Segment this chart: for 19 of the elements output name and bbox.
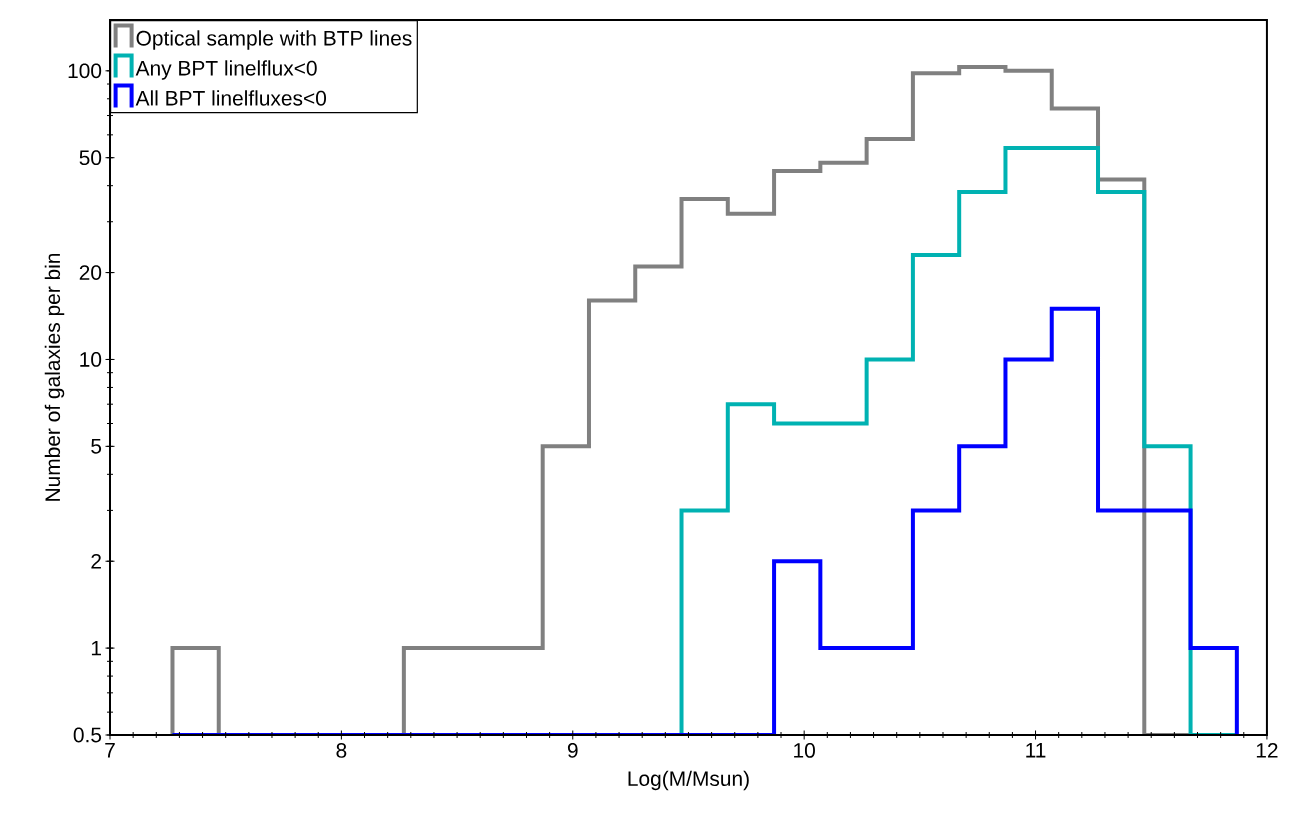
- y-tick-label: 50: [79, 150, 102, 166]
- x-tick-label: 11: [1026, 743, 1046, 758]
- x-tick-label: 9: [567, 743, 578, 758]
- y-tick-label: 100: [68, 63, 102, 79]
- y-tick-label: 5: [91, 439, 102, 454]
- x-tick-label: 8: [336, 743, 347, 758]
- y-tick-label: 20: [79, 265, 102, 280]
- y-tick-label: 10: [80, 352, 102, 367]
- y-axis-title: Number of galaxies per bin: [44, 253, 65, 501]
- y-tick-label: 0.5: [73, 727, 102, 743]
- legend-label: All BPT linelfluxes<0: [135, 90, 327, 106]
- legend-label: Optical sample with BTP lines: [136, 30, 412, 50]
- x-tick-label: 10: [794, 743, 815, 758]
- x-tick-label: 12: [1256, 743, 1278, 758]
- x-axis-title: Log(M/Msun): [628, 770, 749, 791]
- y-tick-label: 2: [91, 553, 101, 569]
- y-tick-label: 1: [91, 640, 101, 656]
- legend-label: Any BPT linelflux<0: [135, 60, 317, 80]
- x-tick-label: 7: [105, 743, 115, 758]
